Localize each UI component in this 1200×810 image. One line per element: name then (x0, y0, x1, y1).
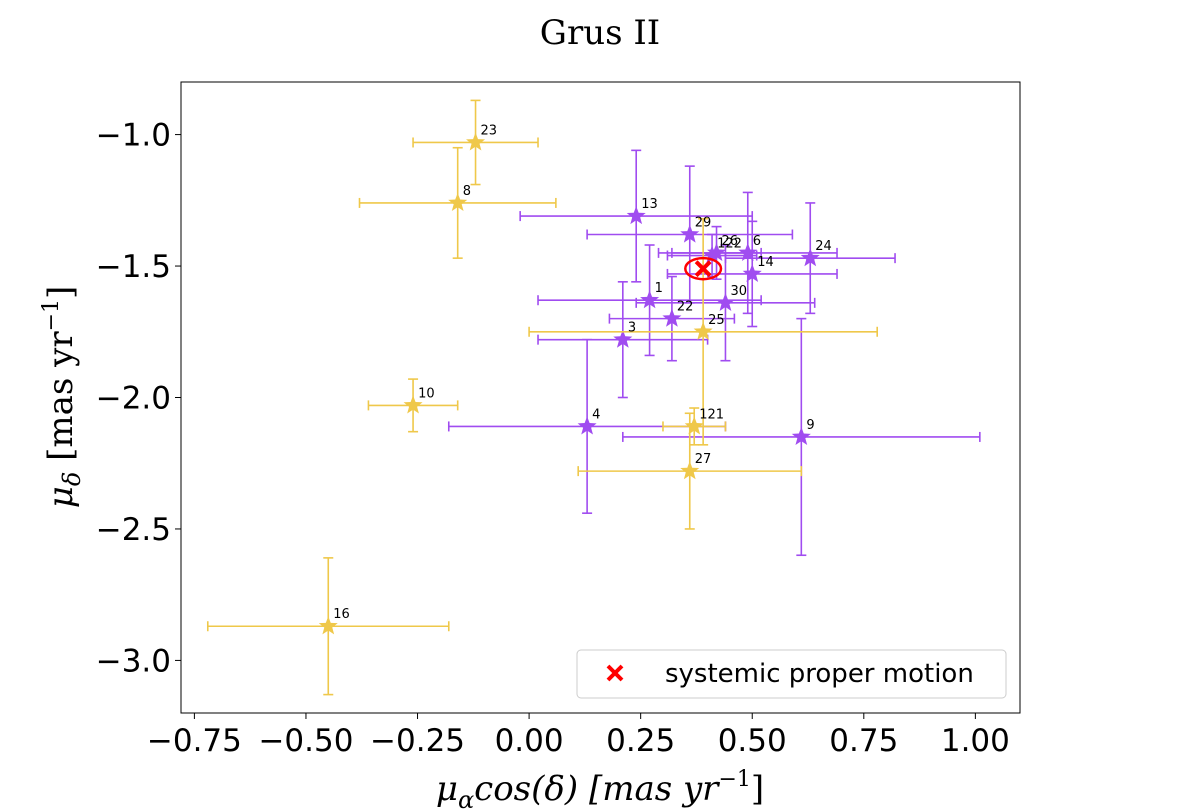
star-marker-122 (702, 245, 722, 264)
x-label-symbol: μ (436, 769, 458, 809)
y-label-sub: δ (58, 472, 86, 486)
y-label-end: ] (41, 286, 81, 299)
legend-label: systemic proper motion (665, 659, 974, 689)
point-23 (412, 99, 539, 186)
systemic-x-b (694, 260, 712, 278)
x-tick-label-1: −0.50 (258, 723, 353, 759)
star-marker-25 (693, 321, 713, 340)
point-3 (537, 281, 709, 399)
x-tick-label-7: 1.00 (941, 723, 1010, 759)
y-label-rest: [mas yr (41, 331, 81, 472)
point-13 (519, 149, 754, 283)
point-label-13: 13 (641, 197, 658, 212)
y-label-sup: −1 (39, 299, 64, 331)
point-8 (358, 146, 557, 259)
star-marker-9 (791, 426, 811, 446)
point-10 (367, 378, 459, 433)
point-30 (635, 244, 816, 362)
point-label-25: 25 (708, 313, 725, 328)
star-marker-22 (662, 308, 682, 327)
point-label-4: 4 (592, 407, 600, 422)
star-marker-23 (466, 132, 486, 151)
star-marker-16 (318, 616, 338, 635)
x-tick-label-5: 0.50 (718, 723, 787, 759)
star-marker-29 (680, 224, 700, 243)
point-6 (657, 191, 838, 315)
x-label-rest: cos(δ) [mas yr (474, 769, 720, 809)
star-marker-3 (613, 329, 633, 348)
point-label-29: 29 (695, 215, 712, 230)
legend-box (576, 649, 1007, 699)
star-marker-26 (707, 242, 727, 261)
x-axis-label: μαcos(δ) [mas yr−1] (436, 767, 764, 810)
chart-title: Grus II (540, 13, 660, 53)
star-marker-121 (684, 416, 704, 435)
star-marker-30 (715, 292, 735, 311)
point-label-1: 1 (655, 281, 663, 296)
y-label-symbol: μ (41, 486, 81, 508)
point-label-9: 9 (806, 418, 814, 433)
x-tick-label-3: 0.00 (495, 723, 564, 759)
y-tick-label-0: −1.0 (96, 118, 171, 154)
point-label-122: 122 (717, 237, 742, 252)
star-marker-24 (800, 248, 820, 267)
point-label-6: 6 (753, 234, 761, 249)
star-marker-10 (403, 395, 423, 414)
star-marker-1 (640, 290, 660, 309)
x-tick-label-0: −0.75 (147, 723, 242, 759)
point-label-14: 14 (757, 255, 774, 270)
point-22 (608, 275, 736, 362)
series-0 (447, 149, 981, 557)
x-label-sub: α (458, 786, 474, 810)
point-16 (206, 557, 450, 696)
point-24 (724, 202, 896, 315)
x-tick-label-2: −0.25 (370, 723, 465, 759)
point-label-3: 3 (628, 321, 636, 336)
plot-area (181, 82, 1020, 713)
point-27 (577, 412, 803, 530)
data-layer (206, 99, 981, 696)
point-121 (662, 407, 727, 446)
systemic-ellipse (684, 256, 723, 281)
point-label-27: 27 (695, 452, 712, 467)
star-marker-4 (577, 416, 597, 435)
point-label-121: 121 (699, 407, 724, 422)
systemic-marker (684, 256, 723, 281)
x-label-end: ] (751, 769, 764, 809)
series-1 (206, 99, 878, 696)
point-25 (528, 217, 878, 446)
star-marker-8 (448, 192, 468, 212)
y-tick-label-1: −1.5 (96, 249, 171, 285)
y-axis-label: μδ [mas yr−1] (39, 286, 86, 509)
star-marker-14 (742, 263, 762, 283)
point-label-23: 23 (481, 123, 498, 138)
legend-marker-stroke-b (606, 664, 624, 682)
x-tick-label-6: 0.75 (829, 723, 898, 759)
y-tick-label-2: −2.0 (96, 381, 171, 417)
point-label-24: 24 (815, 239, 832, 254)
point-label-10: 10 (418, 386, 435, 401)
star-marker-6 (738, 242, 758, 261)
legend-marker-x-icon (606, 664, 624, 682)
star-marker-27 (680, 461, 700, 480)
x-tick-label-4: 0.25 (606, 723, 675, 759)
legend: systemic proper motion (576, 649, 1007, 699)
star-marker-13 (626, 206, 646, 225)
point-label-22: 22 (677, 300, 694, 315)
point-label-16: 16 (333, 607, 350, 622)
point-label-30: 30 (730, 284, 747, 299)
axis-ticks: −0.75 −0.50 −0.25 0.00 0.25 0.50 0.75 1.00 −1.0 −… (96, 118, 1010, 759)
x-label-sup: −1 (718, 767, 750, 792)
point-9 (622, 317, 981, 557)
point-label-8: 8 (463, 184, 471, 199)
y-tick-label-3: −2.5 (96, 512, 171, 548)
y-tick-label-4: −3.0 (96, 643, 171, 679)
point-29 (586, 165, 794, 304)
point-label-26: 26 (722, 234, 739, 249)
